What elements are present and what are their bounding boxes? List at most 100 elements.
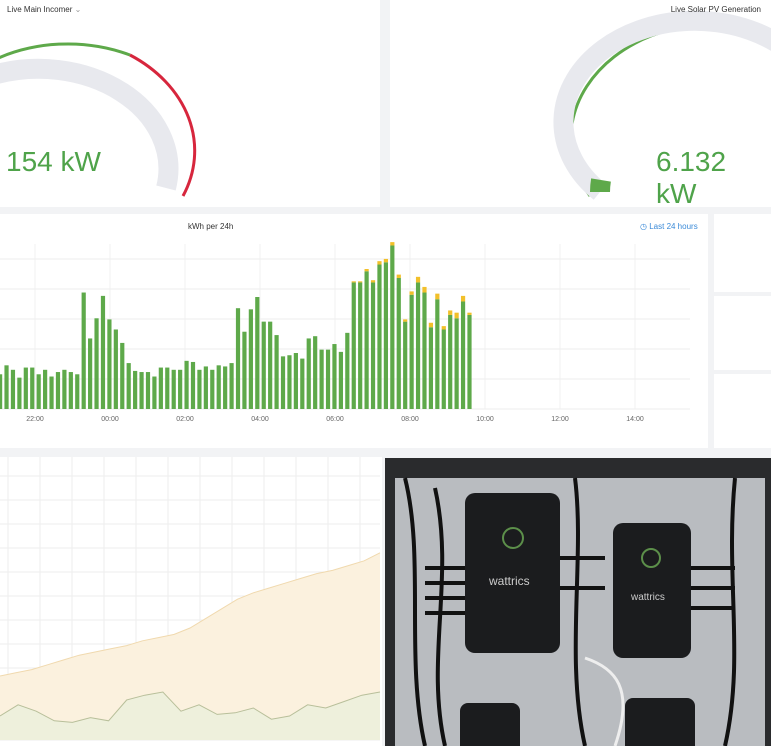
bar-grid bbox=[364, 271, 369, 409]
bar-grid bbox=[338, 351, 343, 409]
bar-grid bbox=[49, 376, 54, 409]
bar-grid bbox=[94, 318, 99, 409]
bar-grid bbox=[415, 282, 421, 409]
clock-icon: ◷ bbox=[640, 222, 647, 231]
bar-solar bbox=[428, 322, 434, 328]
kwh-bar-panel: kWh per 24h ◷ Last 24 hours 22:00 00:00 02… bbox=[0, 214, 708, 448]
bar-grid bbox=[467, 314, 472, 409]
gauge-value: 154 kW bbox=[6, 146, 101, 177]
gauge-panel-main-incomer: Live Main Incomer ⌄ 154 kW bbox=[0, 0, 380, 207]
bar-grid bbox=[158, 367, 163, 409]
x-tick-label: 22:00 bbox=[26, 416, 44, 423]
side-panel bbox=[714, 296, 771, 370]
bar-solar bbox=[390, 242, 395, 246]
bar-grid bbox=[81, 292, 86, 409]
bar-grid bbox=[435, 299, 440, 409]
bar-grid bbox=[203, 366, 208, 409]
area-fill bbox=[0, 552, 380, 740]
bar-grid bbox=[145, 372, 151, 409]
bar-grid bbox=[62, 369, 67, 409]
bar-grid bbox=[428, 327, 434, 409]
bar-solar bbox=[370, 280, 376, 283]
bar-grid bbox=[165, 367, 170, 409]
energy-area-chart bbox=[0, 457, 381, 741]
x-tick-label: 06:00 bbox=[326, 416, 344, 423]
bar-grid bbox=[10, 369, 16, 409]
bar-grid bbox=[216, 365, 221, 409]
bar-grid bbox=[306, 338, 311, 409]
bar-solar bbox=[396, 274, 401, 278]
chevron-down-icon[interactable]: ⌄ bbox=[74, 5, 82, 14]
bar-grid bbox=[390, 245, 395, 409]
bar-solar bbox=[383, 258, 388, 263]
gauge-panel-solar-pv: Live Solar PV Generation 6.132 kW bbox=[390, 0, 771, 209]
bar-grid bbox=[30, 367, 35, 409]
svg-text:wattrics: wattrics bbox=[630, 592, 665, 603]
bar-grid bbox=[184, 360, 189, 409]
bar-grid bbox=[126, 363, 131, 409]
bar-solar bbox=[409, 291, 414, 295]
bar-grid bbox=[43, 369, 48, 409]
bar-grid bbox=[441, 329, 446, 409]
bar-grid bbox=[120, 342, 125, 409]
panel-title: kWh per 24h bbox=[188, 222, 234, 231]
bar-grid bbox=[171, 369, 176, 409]
svg-text:wattrics: wattrics bbox=[488, 574, 530, 588]
bar-grid bbox=[17, 377, 22, 409]
bar-grid bbox=[88, 338, 93, 409]
bar-solar bbox=[467, 312, 472, 315]
kwh-bar-chart: 22:00 00:00 02:00 04:00 06:00 08:00 10:00 12:00… bbox=[0, 242, 690, 423]
bar-grid bbox=[351, 282, 356, 409]
bar-grid bbox=[190, 361, 196, 409]
bar-solar bbox=[454, 312, 459, 319]
bar-grid bbox=[107, 319, 112, 409]
bar-solar bbox=[377, 261, 382, 265]
bar-solar bbox=[460, 295, 466, 302]
side-panel bbox=[714, 214, 771, 292]
bar-grid bbox=[313, 336, 318, 409]
x-tick-label: 08:00 bbox=[401, 416, 419, 423]
bar-grid bbox=[293, 353, 298, 409]
bar-solar bbox=[358, 281, 363, 283]
side-panel bbox=[714, 374, 771, 448]
bar-solar bbox=[415, 276, 421, 283]
x-tick-label: 12:00 bbox=[551, 416, 569, 423]
bar-grid bbox=[370, 282, 376, 409]
bar-solar bbox=[364, 269, 369, 272]
main-incomer-gauge bbox=[0, 42, 197, 197]
energy-area-panel bbox=[0, 457, 382, 746]
bar-grid bbox=[0, 374, 3, 409]
bar-grid bbox=[377, 264, 382, 409]
bar-grid bbox=[23, 367, 28, 409]
bar-grid bbox=[345, 332, 350, 409]
gauge-title: Live Solar PV Generation bbox=[670, 5, 761, 14]
x-tick-label: 10:00 bbox=[476, 416, 494, 423]
bar-solar bbox=[448, 310, 453, 315]
time-range-picker[interactable]: ◷ Last 24 hours bbox=[640, 222, 698, 231]
series-line bbox=[0, 552, 381, 677]
series-line bbox=[0, 691, 381, 723]
bar-grid bbox=[229, 363, 234, 409]
bar-grid bbox=[454, 318, 459, 409]
bar-grid bbox=[113, 329, 118, 409]
bar-grid bbox=[280, 356, 286, 409]
bar-grid bbox=[133, 370, 138, 409]
bar-grid bbox=[325, 349, 331, 409]
bar-grid bbox=[287, 355, 292, 409]
x-tick-label: 00:00 bbox=[101, 416, 119, 423]
bar-grid bbox=[100, 295, 106, 409]
bar-grid bbox=[403, 321, 408, 409]
x-tick-label: 04:00 bbox=[251, 416, 269, 423]
bar-grid bbox=[68, 372, 73, 409]
bar-grid bbox=[197, 369, 202, 409]
time-range-label: Last 24 hours bbox=[649, 222, 698, 231]
bar-grid bbox=[358, 282, 363, 409]
bar-grid bbox=[300, 358, 305, 409]
bar-grid bbox=[139, 372, 144, 409]
bar-grid bbox=[422, 292, 427, 409]
x-tick-label: 02:00 bbox=[176, 416, 194, 423]
bar-solar bbox=[422, 286, 427, 293]
bar-grid bbox=[255, 297, 260, 409]
bar-grid bbox=[235, 308, 241, 409]
area-fill bbox=[0, 692, 380, 740]
